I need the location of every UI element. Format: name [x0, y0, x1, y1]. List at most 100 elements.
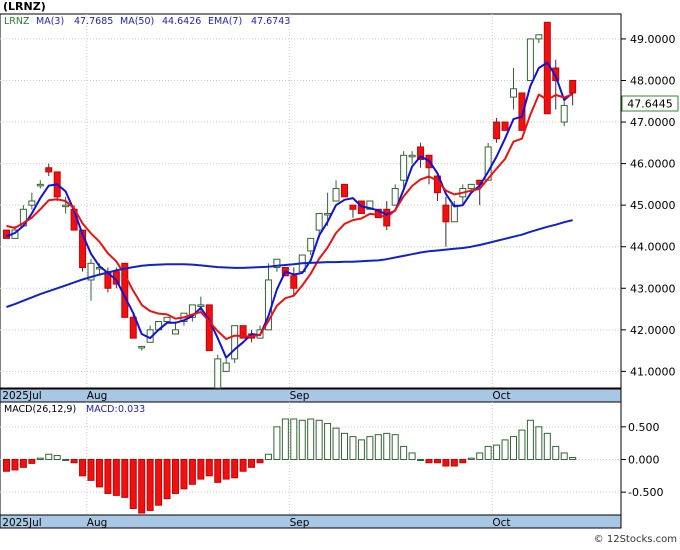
- last-price-tag-box: [621, 95, 679, 112]
- macd-x-axis-band: [0, 514, 622, 529]
- macd-y-tick-label: 0.500: [628, 421, 660, 434]
- candle-up: [231, 325, 239, 360]
- candle-up: [324, 212, 332, 216]
- macd-bar-negative: [222, 458, 230, 480]
- candle-up: [366, 200, 374, 210]
- candle-down: [205, 304, 213, 352]
- macd-bar-negative: [425, 458, 433, 464]
- macd-bar-positive: [391, 434, 399, 460]
- macd-bar-positive: [535, 426, 543, 460]
- macd-bar-positive: [484, 445, 492, 460]
- price-y-tick-label: 46.0000: [630, 158, 676, 171]
- macd-bar-positive: [518, 429, 526, 460]
- candle-up: [484, 146, 492, 181]
- macd-y-axis: 0.500 0.000 -0.500: [621, 421, 663, 499]
- candle-down: [45, 167, 53, 173]
- candle-down: [79, 229, 87, 268]
- macd-bar-negative: [104, 458, 112, 494]
- price-x-labels: 2025Jul Aug Sep Oct: [2, 390, 510, 402]
- candle-down: [290, 275, 298, 289]
- price-y-tick-label: 43.0000: [630, 282, 676, 295]
- macd-bar-positive: [53, 455, 61, 460]
- candle-up: [62, 204, 70, 208]
- macd-bar-negative: [442, 458, 450, 467]
- macd-bar-negative: [450, 458, 458, 467]
- macd-bar-positive: [383, 432, 391, 460]
- macd-bar-negative: [214, 458, 222, 483]
- candle-down: [493, 121, 501, 140]
- price-y-tick-label: 42.0000: [630, 324, 676, 337]
- macd-bar-positive: [560, 452, 568, 460]
- price-y-tick-label: 44.0000: [630, 241, 676, 254]
- price-x-axis: 2025Jul Aug Sep Oct: [0, 388, 622, 403]
- candle-up: [36, 183, 44, 187]
- legend-ma3-label: MA(3): [36, 16, 64, 27]
- macd-bar-positive: [357, 439, 365, 460]
- candle-up: [391, 188, 399, 206]
- candle-up: [307, 237, 315, 252]
- candle-up: [535, 34, 543, 40]
- macd-title: MACD(26,12,9): [4, 404, 76, 415]
- macd-bar-negative: [205, 458, 213, 477]
- macd-bar-positive: [315, 419, 323, 460]
- macd-histogram: [3, 418, 577, 514]
- macd-bar-positive: [526, 419, 534, 460]
- macd-bar-negative: [28, 458, 36, 464]
- candle-down: [239, 325, 247, 339]
- macd-bar-negative: [11, 458, 19, 471]
- price-panel-frame: [0, 13, 622, 389]
- macd-bar-negative: [138, 458, 146, 514]
- macd-bar-positive: [493, 444, 501, 460]
- macd-bar-negative: [112, 458, 120, 496]
- candle-up: [315, 212, 323, 231]
- macd-y-tick-label: 0.000: [628, 453, 660, 466]
- macd-bar-positive: [290, 418, 298, 460]
- candle-down: [501, 121, 509, 131]
- candle-up: [450, 204, 458, 223]
- candle-up: [560, 104, 568, 123]
- macd-bar-negative: [3, 458, 10, 472]
- candle-down: [341, 183, 348, 198]
- macd-bar-negative: [121, 458, 129, 498]
- macd-bar-positive: [36, 457, 44, 460]
- legend-ma3-value: 47.7685: [74, 16, 113, 27]
- indicator-lines: [6, 61, 574, 359]
- macd-value-label: MACD:: [86, 404, 118, 415]
- macd-bar-positive: [408, 452, 416, 460]
- macd-bar-negative: [146, 458, 154, 511]
- candle-up: [526, 38, 534, 81]
- candle-up: [188, 304, 196, 318]
- macd-x-label: 2025Jul: [2, 517, 41, 529]
- macd-x-label: Sep: [290, 517, 310, 529]
- legend-ma50-label: MA(50): [120, 16, 154, 27]
- macd-bar-positive: [476, 452, 484, 460]
- macd-bar-negative: [155, 458, 163, 506]
- macd-bar-positive: [543, 432, 551, 460]
- macd-bar-negative: [19, 458, 27, 468]
- macd-bar-negative: [459, 458, 467, 464]
- macd-panel: 0.500 0.000 -0.500 MACD(26,12,9) MACD: 0.0…: [0, 401, 663, 516]
- macd-bar-negative: [79, 458, 87, 477]
- macd-bar-negative: [231, 458, 239, 479]
- price-x-label: Sep: [290, 390, 310, 402]
- candle-down: [569, 79, 577, 94]
- macd-bar-negative: [163, 458, 171, 500]
- macd-grid: [0, 402, 621, 515]
- macd-bar-negative: [180, 458, 188, 490]
- price-x-label: Aug: [87, 390, 108, 402]
- price-y-tick-label: 47.0000: [630, 116, 676, 129]
- line-ema-7: [6, 93, 573, 340]
- candle-down: [3, 229, 10, 239]
- legend-ticker: LRNZ: [4, 16, 30, 27]
- macd-bar-negative: [188, 458, 196, 485]
- price-x-label: 2025Jul: [2, 390, 41, 402]
- candle-up: [510, 88, 517, 98]
- candle-up: [163, 316, 171, 323]
- macd-bar-positive: [264, 453, 272, 460]
- site-credit: © 12Stocks.com: [594, 534, 677, 545]
- macd-bar-negative: [87, 458, 95, 481]
- macd-bar-positive: [552, 445, 560, 460]
- candle-up: [273, 258, 281, 268]
- price-y-axis: 49.0000 48.0000 47.0000 46.0000 45.0000 44.00…: [621, 33, 676, 378]
- macd-bar-negative: [70, 458, 78, 464]
